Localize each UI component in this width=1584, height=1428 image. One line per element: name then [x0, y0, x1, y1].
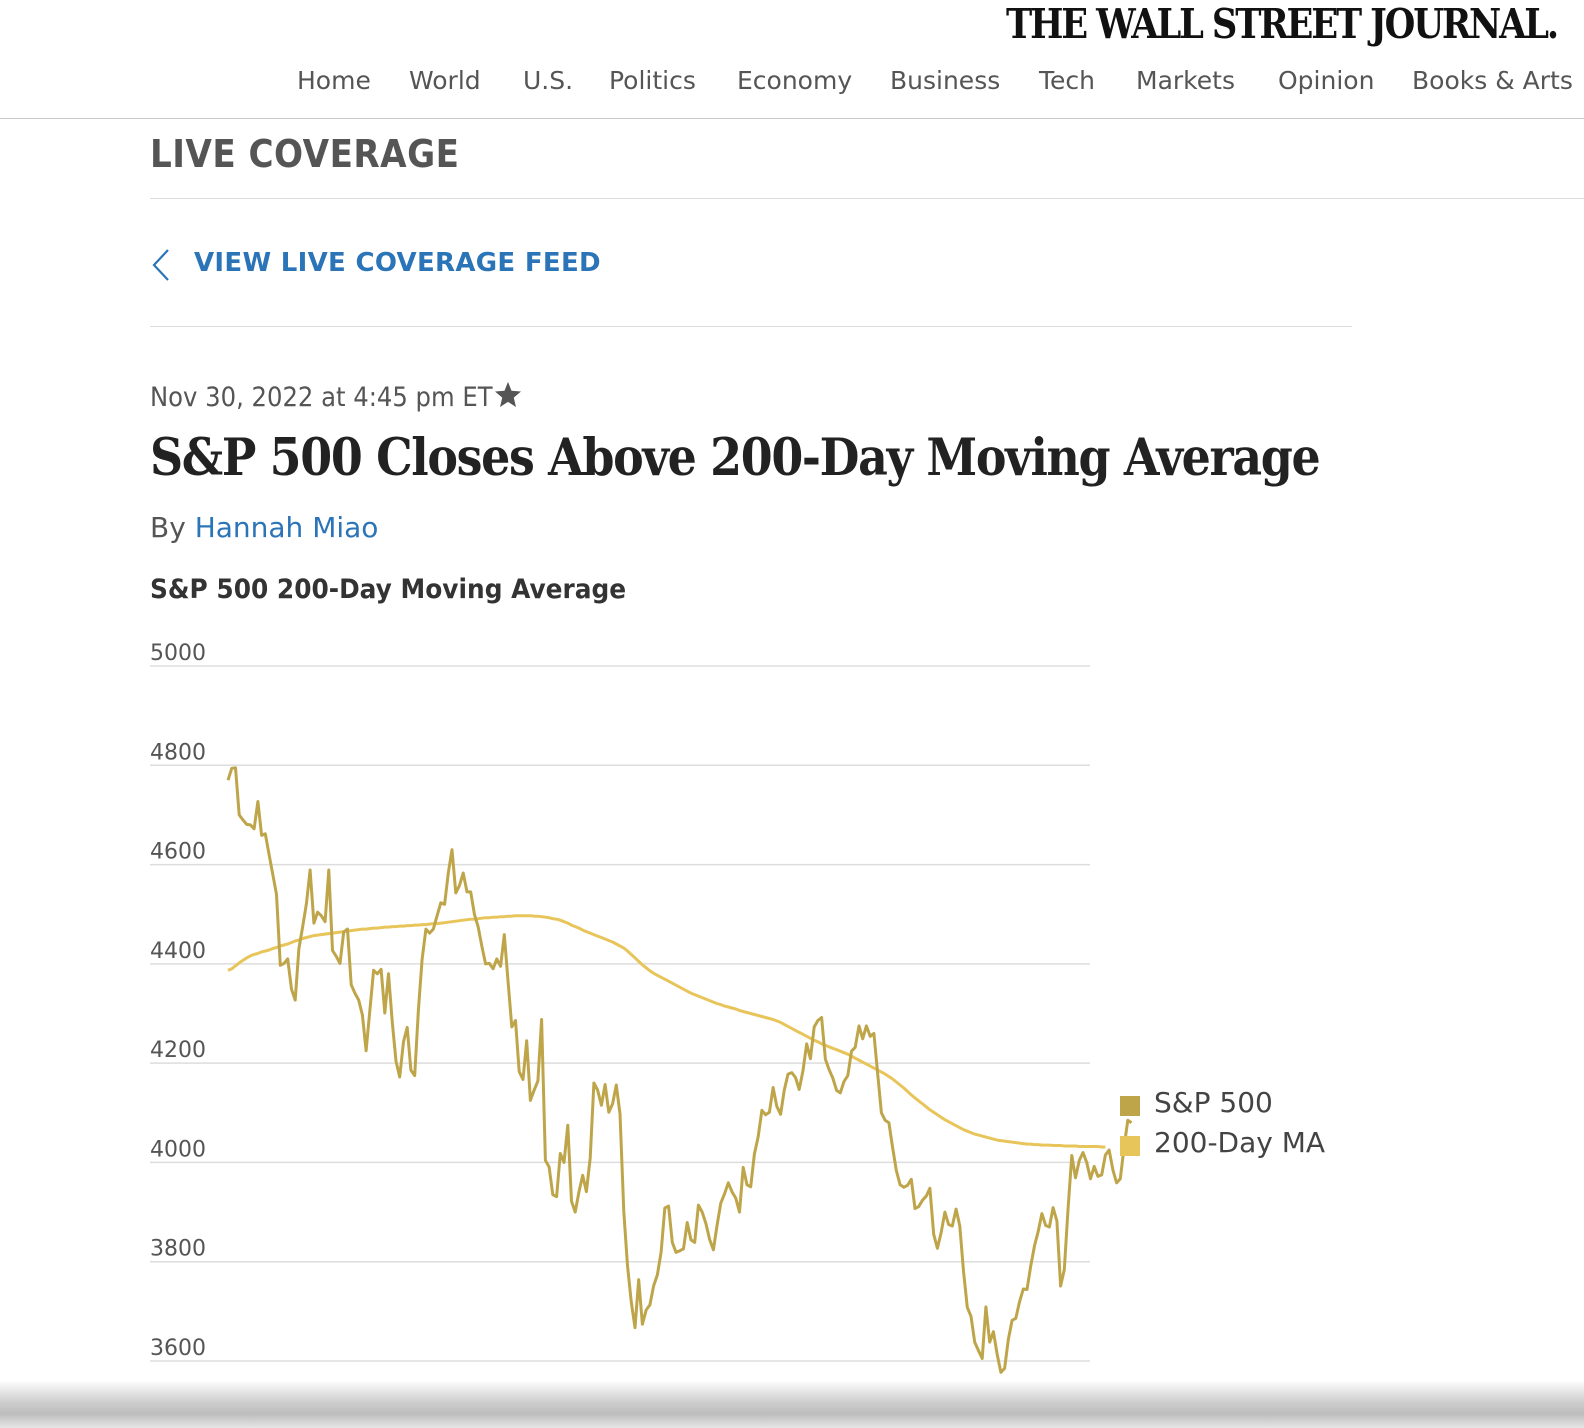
nav-item-us[interactable]: U.S.	[523, 66, 574, 95]
section-divider	[150, 198, 1584, 199]
nav-item-tech[interactable]: Tech	[1039, 66, 1095, 95]
chart-title: S&P 500 200-Day Moving Average	[150, 574, 627, 605]
y-tick-label: 4000	[150, 1137, 206, 1162]
nav-item-opinion[interactable]: Opinion	[1278, 66, 1375, 95]
byline-prefix: By	[150, 511, 186, 544]
y-tick-label: 5000	[150, 641, 206, 666]
y-tick-label: 4400	[150, 939, 206, 964]
article-timestamp: Nov 30, 2022 at 4:45 pm ET	[150, 382, 493, 413]
article-headline: S&P 500 Closes Above 200-Day Moving Aver…	[150, 428, 1321, 488]
y-tick-label: 4800	[150, 740, 206, 765]
nav-item-home[interactable]: Home	[297, 66, 371, 95]
main-navigation: Home World U.S. Politics Economy Busines…	[0, 60, 1584, 119]
byline: By Hannah Miao	[150, 511, 378, 544]
nav-item-economy[interactable]: Economy	[737, 66, 853, 95]
back-link-label: VIEW LIVE COVERAGE FEED	[194, 248, 601, 278]
y-tick-label: 4200	[150, 1038, 206, 1063]
author-link[interactable]: Hannah Miao	[194, 511, 379, 544]
y-tick-label: 4600	[150, 840, 206, 865]
section-label: LIVE COVERAGE	[150, 132, 460, 176]
legend-swatch-ma200	[1120, 1136, 1140, 1156]
window-bottom-edge	[0, 1380, 1584, 1428]
series-line-sp500	[226, 766, 1133, 1374]
legend-label-ma200: 200-Day MA	[1154, 1126, 1326, 1159]
legend-swatch-sp500	[1120, 1096, 1140, 1116]
nav-item-books-arts[interactable]: Books & Arts	[1412, 66, 1573, 95]
chevron-left-icon	[152, 249, 169, 281]
star-icon[interactable]	[493, 380, 523, 410]
nav-item-politics[interactable]: Politics	[609, 66, 696, 95]
legend-label-sp500: S&P 500	[1154, 1086, 1273, 1119]
y-tick-label: 3600	[150, 1336, 206, 1361]
nav-item-world[interactable]: World	[409, 66, 481, 95]
series-line-ma200	[227, 914, 1106, 1149]
nav-item-markets[interactable]: Markets	[1136, 66, 1235, 95]
y-tick-label: 3800	[150, 1237, 206, 1262]
nav-item-business[interactable]: Business	[890, 66, 1001, 95]
feed-divider	[150, 326, 1352, 327]
